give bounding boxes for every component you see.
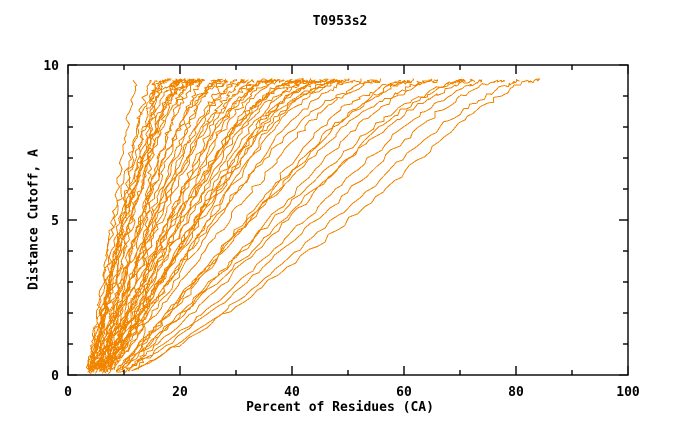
data-curve [113,79,381,371]
data-curve [106,78,340,373]
data-curve [116,79,402,373]
data-curve [99,78,273,368]
y-tick-label: 0 [51,369,59,384]
data-curve [121,78,466,370]
data-curve [96,79,246,372]
y-axis-label: Distance Cutoff, A [26,149,42,290]
x-tick-label: 80 [508,385,524,400]
data-curve [111,78,382,371]
data-curve [95,78,228,374]
data-curve [125,78,476,369]
x-axis-label: Percent of Residues (CA) [246,400,434,415]
data-curves-layer [85,78,540,374]
data-curve [95,79,249,370]
data-curve [98,78,279,372]
x-tick-label: 20 [172,385,188,400]
data-curve [104,78,350,373]
data-curve [97,78,222,370]
data-curve [109,78,362,372]
data-curve [109,78,347,371]
data-curve [103,79,301,368]
x-tick-label: 100 [616,385,640,400]
plot-frame [67,64,629,376]
data-curve [102,79,308,374]
data-curve [117,78,433,373]
x-tick-label: 40 [284,385,300,400]
data-curve [108,79,344,374]
data-curve [90,78,199,369]
data-curve [103,78,312,370]
chart-title: T0953s2 [312,14,368,29]
axes-layer [67,64,629,376]
data-curve [85,79,138,373]
data-curve [132,78,540,371]
y-tick-label: 5 [51,214,59,229]
x-tick-label: 0 [64,385,72,400]
data-curve [118,79,439,371]
data-curve [88,78,183,374]
data-curve [95,79,229,368]
data-curve [127,79,482,372]
data-curve [91,78,202,371]
tick-labels-layer: 0 20 40 60 80 100 0 5 10 [43,59,640,400]
x-tick-label: 60 [396,385,412,400]
data-curve [101,79,255,368]
data-curve [87,78,172,372]
data-curve [137,80,158,370]
data-curve [115,79,411,373]
y-tick-label: 10 [43,59,59,74]
data-curve [128,79,505,369]
data-curve [131,79,520,372]
data-curve [92,79,215,373]
data-curve [124,78,462,373]
